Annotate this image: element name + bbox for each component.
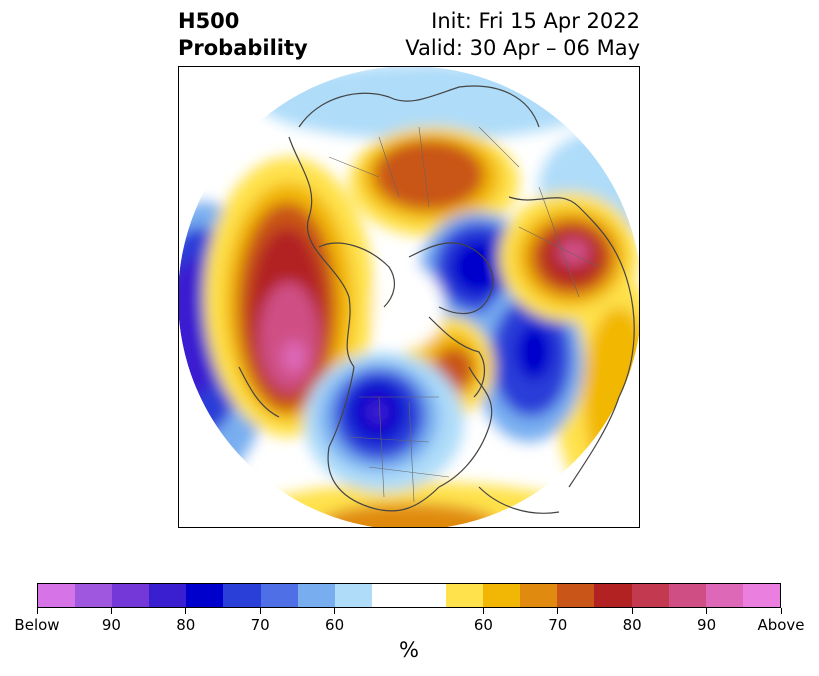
- above-ne-peak: [558, 238, 590, 266]
- chart-title: H500 Probability: [178, 8, 308, 62]
- colorbar-tick-label: 80: [176, 616, 196, 634]
- colorbar-segment: [631, 584, 669, 607]
- colorbar-tick: [110, 608, 112, 614]
- init-date: Init: Fri 15 Apr 2022: [431, 9, 640, 33]
- colorbar-segment: [334, 584, 372, 607]
- colorbar-segment: [186, 584, 224, 607]
- below-pole-core: [451, 239, 507, 295]
- neutral-pole: [374, 267, 444, 347]
- probability-field: [179, 67, 639, 527]
- colorbar-tick-label: 90: [697, 616, 717, 634]
- colorbar-tick: [706, 608, 708, 614]
- colorbar-tick: [631, 608, 633, 614]
- colorbar-tick-label: 60: [473, 616, 493, 634]
- map-svg: [179, 67, 639, 527]
- political-borders: [328, 126, 600, 503]
- below-na-peak: [365, 398, 389, 426]
- colorbar-segment: [557, 584, 595, 607]
- colorbar-tick-label: 80: [622, 616, 642, 634]
- title-product: Probability: [178, 36, 308, 60]
- colorbar-segment: [38, 584, 76, 607]
- colorbar-tick-label: Below: [14, 616, 60, 634]
- forecast-dates: Init: Fri 15 Apr 2022 Valid: 30 Apr – 06…: [405, 8, 640, 62]
- above-north-core: [374, 140, 484, 210]
- below-east-core: [516, 324, 552, 380]
- colorbar-segment: [297, 584, 335, 607]
- colorbar-tick-label: 60: [325, 616, 345, 634]
- colorbar-tick-label: 70: [548, 616, 568, 634]
- colorbar-tick: [334, 608, 336, 614]
- colorbar-segment: [408, 584, 447, 607]
- colorbar-segment: [668, 584, 706, 607]
- valid-period: Valid: 30 Apr – 06 May: [405, 36, 640, 60]
- colorbar-tick: [259, 608, 261, 614]
- coastlines: [238, 85, 635, 514]
- colorbar-segment: [223, 584, 261, 607]
- above-band-south-core: [319, 503, 499, 527]
- probability-map: [178, 66, 640, 528]
- colorbar-tick-label: 70: [250, 616, 270, 634]
- colorbar-tick: [780, 608, 782, 614]
- above-west-90: [259, 282, 319, 392]
- colorbar-segment: [112, 584, 150, 607]
- colorbar-segment: [260, 584, 298, 607]
- colorbar-segment: [371, 584, 409, 607]
- colorbar: [37, 583, 781, 608]
- title-variable: H500: [178, 9, 240, 33]
- colorbar-segment: [705, 584, 743, 607]
- colorbar-segment: [520, 584, 558, 607]
- colorbar-tick-label: Above: [757, 616, 805, 634]
- colorbar-tick: [482, 608, 484, 614]
- above-west-peak: [282, 341, 306, 373]
- colorbar-tick: [185, 608, 187, 614]
- colorbar-segment: [594, 584, 632, 607]
- colorbar-segment: [742, 584, 780, 607]
- colorbar-units: %: [399, 638, 419, 662]
- colorbar-tick: [557, 608, 559, 614]
- colorbar-segment: [149, 584, 187, 607]
- colorbar-tick-label: 90: [101, 616, 121, 634]
- colorbar-segment: [483, 584, 521, 607]
- colorbar-segment: [75, 584, 113, 607]
- colorbar-segment: [446, 584, 484, 607]
- colorbar-tick: [36, 608, 38, 614]
